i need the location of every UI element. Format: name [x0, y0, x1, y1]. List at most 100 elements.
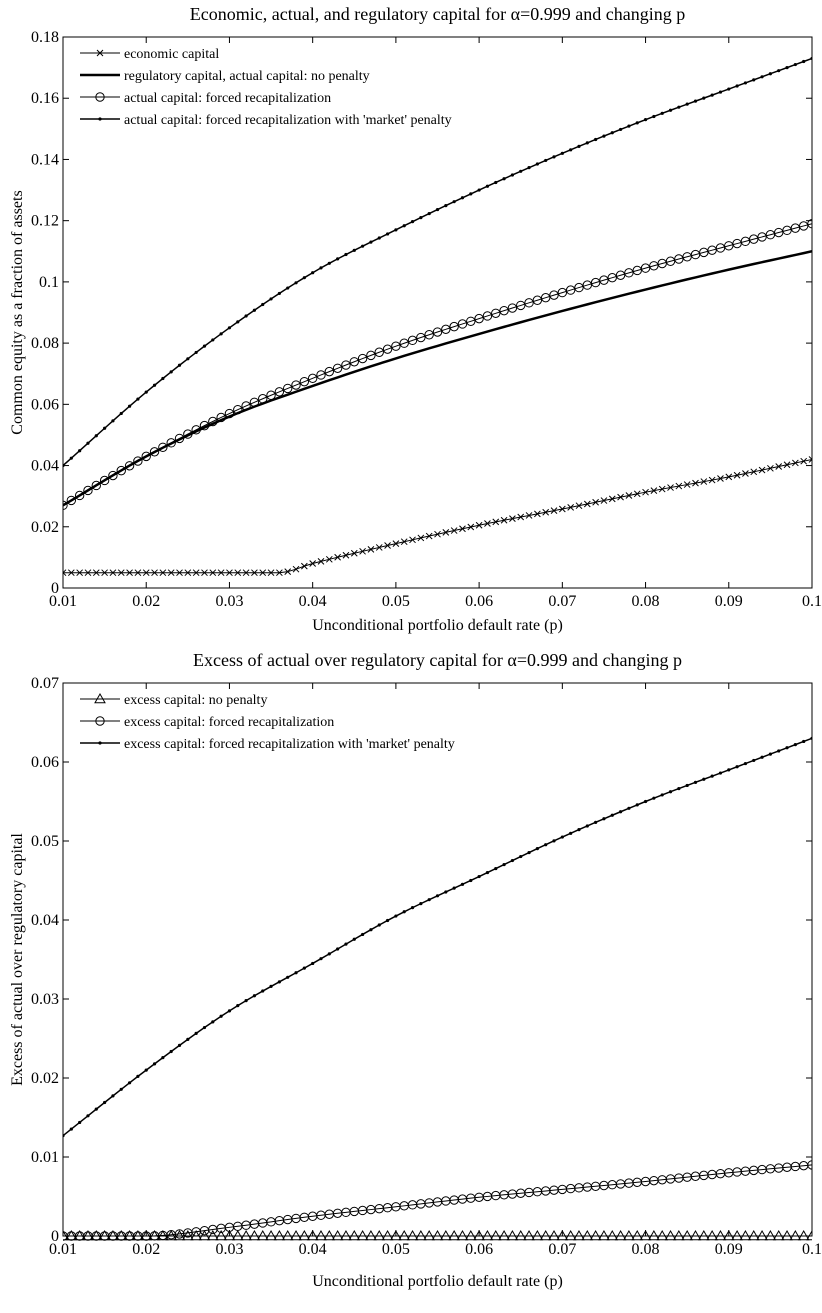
data-point	[94, 1107, 98, 1111]
x-tick-label: 0.06	[465, 1241, 493, 1258]
data-point	[535, 847, 539, 851]
data-point	[475, 521, 483, 529]
data-point	[439, 1229, 452, 1241]
data-point	[585, 824, 589, 828]
series-line	[63, 250, 812, 507]
plot-frame	[62, 36, 813, 589]
data-point	[618, 810, 623, 814]
x-axis-label: Unconditional portfolio default rate (p)	[312, 617, 563, 634]
data-point	[735, 765, 739, 769]
data-point	[474, 313, 484, 324]
data-point	[198, 1229, 211, 1241]
data-point	[361, 244, 365, 248]
legend-label: regulatory capital, actual capital: no p…	[124, 69, 370, 84]
data-point	[607, 272, 617, 283]
data-point	[535, 162, 539, 166]
data-point	[169, 1049, 173, 1054]
data-point	[402, 224, 406, 228]
data-point	[67, 569, 75, 577]
data-point	[158, 442, 168, 452]
data-point	[134, 569, 142, 577]
data-point	[317, 558, 325, 565]
legend-marker	[96, 49, 104, 57]
data-point	[558, 505, 566, 513]
data-point	[525, 512, 533, 519]
data-point	[752, 758, 756, 763]
data-point	[219, 1014, 223, 1018]
data-point	[277, 291, 281, 296]
data-point	[350, 549, 358, 557]
data-point	[692, 479, 699, 487]
data-point	[502, 862, 506, 867]
data-point	[341, 360, 351, 370]
data-point	[650, 487, 658, 494]
data-point	[119, 1087, 123, 1091]
y-tick-label: 0.16	[31, 90, 59, 107]
data-point	[265, 1229, 277, 1241]
data-point	[610, 813, 614, 817]
x-tick-label: 0.03	[215, 593, 243, 610]
data-point	[258, 394, 268, 404]
data-point	[460, 882, 465, 886]
data-point	[382, 344, 393, 354]
data-point	[325, 555, 333, 563]
data-point	[577, 828, 581, 832]
data-point	[615, 270, 626, 280]
data-point	[161, 1056, 165, 1060]
data-point	[283, 383, 293, 394]
data-point	[564, 1229, 577, 1241]
data-point	[727, 768, 731, 772]
x-tick-label: 0.05	[382, 593, 410, 610]
data-point	[161, 376, 165, 381]
data-point	[435, 894, 440, 898]
data-point	[357, 353, 368, 364]
data-point	[643, 118, 648, 122]
data-point	[111, 1094, 115, 1098]
data-point	[152, 383, 157, 387]
data-point	[660, 111, 664, 115]
y-tick-label: 0.01	[31, 1149, 59, 1166]
y-axis-label: Excess of actual over regulatory capital	[9, 833, 26, 1086]
data-point	[202, 344, 207, 348]
data-point	[92, 569, 100, 577]
data-point	[500, 516, 508, 524]
x-tick-label: 0.08	[632, 593, 660, 610]
data-point	[99, 475, 110, 486]
data-point	[467, 523, 475, 531]
data-point	[352, 937, 356, 941]
x-tick-label: 0.03	[215, 1241, 243, 1258]
data-point	[315, 1229, 327, 1241]
data-point	[517, 513, 525, 521]
legend-marker	[95, 92, 105, 102]
data-point	[527, 166, 531, 170]
data-point	[627, 806, 631, 810]
data-point	[311, 271, 315, 275]
data-point	[534, 510, 541, 518]
legend-label: excess capital: forced recapitalization	[124, 715, 334, 730]
data-point	[174, 433, 185, 444]
data-point	[365, 1229, 377, 1241]
data-point	[151, 569, 158, 577]
data-point	[159, 569, 167, 577]
data-point	[441, 324, 451, 335]
data-point	[477, 188, 481, 192]
data-point	[261, 302, 265, 307]
data-point	[273, 1229, 286, 1241]
data-point	[201, 569, 208, 577]
data-point	[760, 755, 764, 759]
data-point	[594, 137, 598, 142]
data-point	[344, 942, 348, 946]
data-point	[169, 370, 173, 374]
data-point	[399, 338, 409, 348]
data-point	[111, 419, 115, 423]
data-point	[590, 277, 601, 288]
data-point	[126, 569, 133, 577]
data-point	[309, 560, 317, 567]
data-point	[394, 914, 398, 918]
data-point	[614, 1229, 627, 1241]
y-tick-label: 0.18	[31, 29, 59, 46]
data-point	[681, 1229, 694, 1241]
data-point	[332, 363, 343, 374]
series-line	[63, 1164, 812, 1237]
data-point	[592, 498, 599, 506]
